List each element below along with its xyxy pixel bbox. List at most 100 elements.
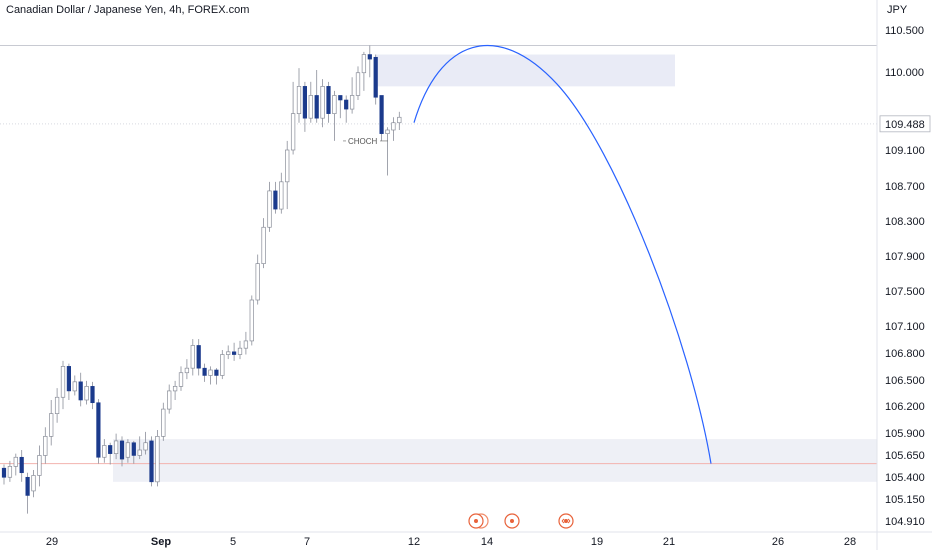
candle-body-bullish — [255, 263, 260, 301]
time-tick-label: 29 — [46, 536, 58, 548]
event-arrows — [561, 518, 571, 524]
candle — [66, 363, 71, 400]
candle — [137, 436, 142, 460]
price-axis[interactable]: 110.500 110.000 109.100 108.700 108.300 107.9… — [879, 25, 931, 528]
candle — [361, 51, 367, 91]
time-tick-label: 14 — [481, 536, 493, 548]
candle-body-bullish — [397, 116, 402, 124]
candle-body-bullish — [60, 366, 66, 398]
economic-event-icon[interactable] — [558, 513, 574, 529]
candle-body-bullish — [190, 345, 195, 369]
candle-body-bullish — [184, 367, 190, 374]
price-tick-label: 104.910 — [885, 516, 925, 528]
candle-body-bullish — [72, 381, 77, 392]
price-tick-label: 105.900 — [885, 428, 925, 440]
candle-body-bearish — [19, 456, 24, 474]
candle — [214, 368, 219, 385]
economic-event-icon[interactable] — [468, 513, 489, 529]
candle — [349, 77, 355, 114]
candle — [60, 360, 66, 410]
candle — [202, 363, 207, 382]
candle-body-bullish — [332, 95, 337, 114]
candle-body-bearish — [373, 56, 378, 98]
candle-body-bullish — [385, 129, 390, 134]
economic-events[interactable] — [468, 513, 574, 529]
choch-annotation: CHOCH — [343, 134, 388, 146]
candle-body-bullish — [167, 390, 172, 410]
candle — [90, 381, 95, 410]
price-tick-label: 106.800 — [885, 348, 925, 360]
candle — [113, 433, 119, 460]
candle-body-bullish — [54, 396, 60, 414]
candle — [184, 359, 190, 380]
event-dot — [564, 519, 568, 523]
time-tick-label: 19 — [591, 536, 603, 548]
time-tick-label: 21 — [663, 536, 675, 548]
candle — [367, 45, 372, 78]
candle-body-bearish — [96, 402, 101, 458]
price-tick-label: 110.500 — [885, 25, 924, 37]
candle — [314, 70, 319, 123]
candle — [355, 66, 361, 100]
candle-body-bullish — [125, 442, 131, 458]
candle-body-bearish — [379, 95, 384, 134]
candle — [226, 345, 231, 360]
candle-body-bullish — [143, 442, 148, 451]
candle — [385, 127, 390, 176]
candle — [143, 431, 148, 455]
candle-body-bearish — [149, 440, 154, 483]
economic-event-icon[interactable] — [504, 513, 520, 529]
candle — [320, 79, 325, 128]
candle-body-bullish — [279, 181, 284, 210]
candle-body-bullish — [267, 190, 272, 228]
candle — [102, 439, 107, 463]
choch-label: CHOCH — [348, 137, 378, 146]
candle-body-bearish — [314, 95, 319, 119]
candle — [84, 380, 89, 405]
candle — [296, 68, 302, 123]
price-zone — [113, 439, 877, 482]
candle-body-bullish — [285, 149, 290, 183]
candle — [397, 111, 402, 130]
candle-body-bearish — [196, 345, 201, 369]
candle-body-bullish — [320, 86, 325, 119]
current-price-tag[interactable] — [879, 115, 931, 133]
candle-body-bearish — [326, 86, 331, 114]
candle — [379, 95, 384, 141]
candle-body-bullish — [13, 456, 18, 467]
candle — [232, 342, 237, 361]
candle — [208, 366, 213, 385]
candle — [119, 436, 125, 467]
price-tick-label: 106.500 — [885, 375, 925, 387]
candle-body-bearish — [232, 351, 237, 355]
candle — [155, 430, 160, 487]
candle-body-bearish — [1, 467, 7, 478]
candle-body-bullish — [361, 54, 367, 74]
candle — [190, 339, 195, 376]
candle — [302, 81, 308, 132]
candle-body-bullish — [31, 475, 36, 492]
candle — [243, 331, 249, 355]
candle — [49, 400, 54, 446]
candle-body-bearish — [66, 366, 71, 392]
candle — [196, 339, 201, 376]
candle-body-bullish — [308, 95, 313, 119]
candle-body-bullish — [249, 299, 254, 342]
candle-body-bearish — [108, 445, 113, 454]
price-tick-label: 107.500 — [885, 286, 925, 298]
candle — [344, 95, 349, 123]
candle-body-bearish — [367, 54, 372, 60]
candle-body-bullish — [237, 347, 243, 355]
candle-body-bullish — [296, 86, 302, 114]
candle — [172, 380, 178, 400]
candle-body-bearish — [202, 367, 207, 376]
event-dot — [474, 519, 478, 523]
candle — [43, 427, 48, 464]
price-tick-label: 108.700 — [885, 181, 925, 193]
candle — [7, 460, 13, 482]
price-tick-label: 109.100 — [885, 145, 925, 157]
candle — [261, 218, 266, 269]
